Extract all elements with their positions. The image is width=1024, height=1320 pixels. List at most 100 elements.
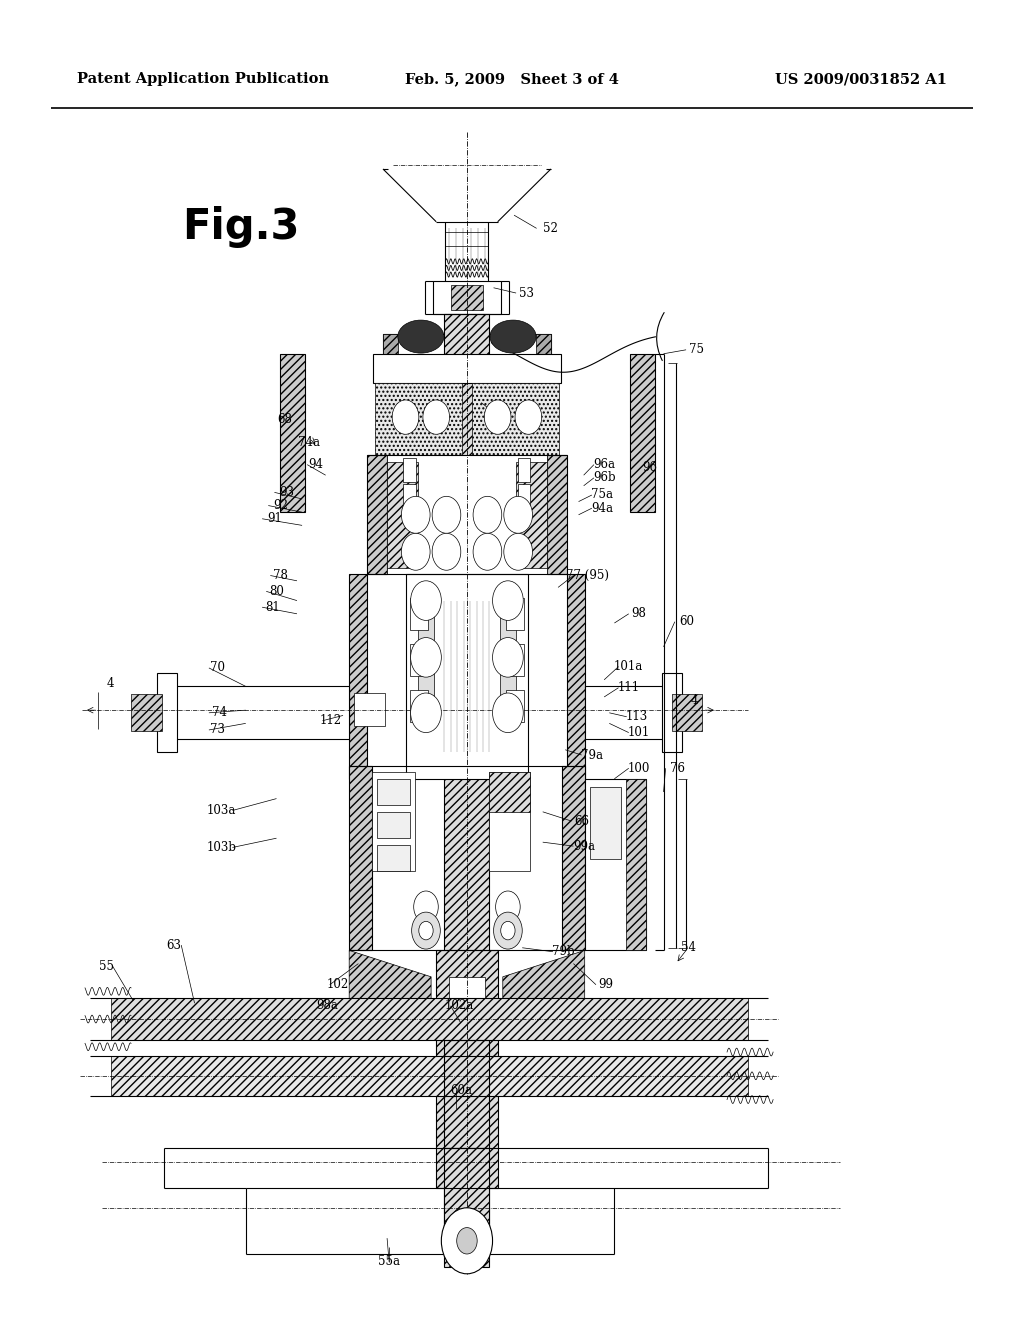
Text: 54: 54 (681, 941, 695, 954)
Bar (500, 671, 516, 697)
Text: 103a: 103a (207, 804, 236, 817)
Text: 70: 70 (210, 661, 224, 675)
Ellipse shape (419, 921, 433, 940)
Text: 52: 52 (544, 222, 558, 235)
Text: 94: 94 (308, 458, 323, 471)
Text: 4: 4 (106, 677, 115, 690)
Bar (418, 671, 434, 697)
Bar (410, 690, 428, 722)
Bar (367, 455, 387, 574)
Bar (590, 787, 621, 859)
Polygon shape (383, 334, 398, 358)
Text: 98a: 98a (316, 999, 339, 1012)
Text: 74: 74 (212, 706, 226, 719)
Bar (349, 766, 372, 950)
Ellipse shape (411, 638, 441, 677)
Bar (373, 354, 561, 383)
Polygon shape (503, 950, 585, 1003)
Polygon shape (536, 334, 551, 358)
Text: 92: 92 (273, 499, 288, 512)
Text: 83: 83 (495, 407, 509, 420)
Ellipse shape (411, 581, 441, 620)
Ellipse shape (501, 921, 515, 940)
Bar (449, 977, 485, 1010)
Bar (280, 354, 305, 512)
Text: 79b: 79b (552, 945, 574, 958)
Ellipse shape (473, 496, 502, 533)
Text: 76: 76 (671, 762, 685, 775)
Bar (626, 779, 646, 950)
Text: 79a: 79a (581, 748, 603, 762)
Bar (472, 383, 559, 455)
Text: 77 (95): 77 (95) (566, 569, 609, 582)
Ellipse shape (401, 533, 430, 570)
Bar (433, 281, 501, 314)
Bar (547, 455, 567, 574)
Ellipse shape (457, 1228, 477, 1254)
Bar (410, 598, 428, 630)
Ellipse shape (397, 319, 444, 354)
Bar (516, 462, 547, 568)
Text: 113: 113 (626, 710, 648, 723)
Ellipse shape (441, 1208, 493, 1274)
Bar (383, 334, 551, 358)
Ellipse shape (412, 912, 440, 949)
Text: 75a: 75a (591, 488, 613, 502)
Text: 73: 73 (210, 723, 224, 737)
Ellipse shape (504, 496, 532, 533)
Ellipse shape (411, 693, 441, 733)
Bar (372, 772, 415, 871)
Bar (506, 598, 524, 630)
Ellipse shape (414, 891, 438, 923)
Ellipse shape (401, 496, 430, 533)
Text: 55: 55 (99, 960, 114, 973)
Ellipse shape (432, 496, 461, 533)
Text: 74a: 74a (298, 436, 321, 449)
Bar (436, 950, 498, 1188)
Bar (375, 383, 462, 455)
Ellipse shape (493, 693, 523, 733)
Text: 96b: 96b (593, 471, 615, 484)
Bar (444, 1040, 489, 1148)
Bar (131, 694, 162, 731)
Bar (444, 314, 489, 1267)
Ellipse shape (515, 400, 542, 434)
Bar (630, 354, 655, 512)
Text: 96a: 96a (593, 458, 615, 471)
Bar (585, 686, 667, 739)
Ellipse shape (423, 400, 450, 434)
Text: 101: 101 (628, 726, 650, 739)
Bar (403, 484, 416, 508)
Text: 4: 4 (690, 694, 698, 708)
Bar (387, 462, 418, 568)
Ellipse shape (473, 533, 502, 570)
Text: 78: 78 (273, 569, 288, 582)
Ellipse shape (494, 912, 522, 949)
Text: 101a: 101a (614, 660, 643, 673)
Text: 55a: 55a (378, 1255, 400, 1269)
Ellipse shape (493, 638, 523, 677)
Bar (157, 673, 177, 752)
Bar (406, 574, 528, 779)
Bar (387, 455, 547, 574)
Text: 66: 66 (574, 814, 589, 828)
Ellipse shape (504, 533, 532, 570)
Ellipse shape (489, 319, 537, 354)
Text: Feb. 5, 2009   Sheet 3 of 4: Feb. 5, 2009 Sheet 3 of 4 (406, 73, 618, 86)
Bar (506, 690, 524, 722)
Bar (662, 673, 682, 752)
Text: 68: 68 (278, 413, 292, 426)
Bar (377, 812, 410, 838)
Bar (567, 574, 585, 779)
Text: 81: 81 (265, 601, 280, 614)
Text: 91: 91 (267, 512, 282, 525)
Bar (489, 772, 530, 812)
Bar (418, 614, 434, 640)
Text: 98: 98 (632, 607, 646, 620)
Ellipse shape (496, 891, 520, 923)
Text: 80: 80 (269, 585, 284, 598)
Text: 100: 100 (628, 762, 650, 775)
Bar (111, 1056, 748, 1096)
Bar (518, 484, 530, 508)
Text: 93: 93 (280, 486, 294, 499)
